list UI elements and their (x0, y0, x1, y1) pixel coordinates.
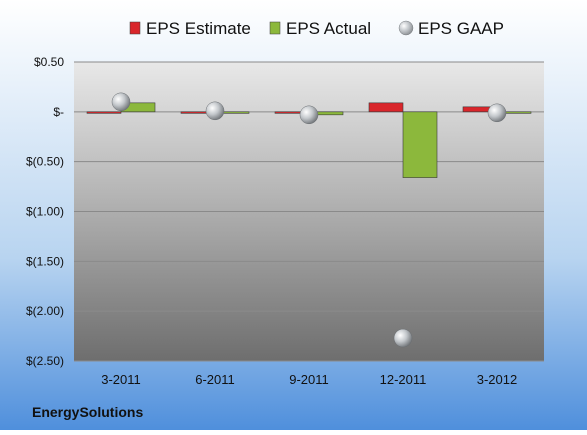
x-tick-label: 3-2011 (101, 372, 141, 387)
legend-swatch (398, 20, 414, 36)
legend-swatch (269, 21, 281, 35)
eps-estimate-bar (86, 111, 122, 114)
legend-label: EPS Actual (286, 19, 371, 38)
legend-swatch (129, 21, 141, 35)
eps-gaap-point (299, 105, 319, 125)
x-tick-label: 12-2011 (380, 372, 427, 387)
legend-label: EPS Estimate (146, 19, 251, 38)
y-tick-label: $(0.50) (26, 155, 64, 169)
x-tick-label: 9-2011 (289, 372, 329, 387)
x-tick-label: 6-2011 (195, 372, 235, 387)
y-tick-label: $(1.00) (26, 205, 64, 219)
eps-actual-bar (402, 111, 438, 178)
eps-gaap-point (111, 92, 131, 112)
gaap-points (111, 92, 507, 348)
eps-estimate-bar (368, 102, 404, 113)
y-tick-labels: $0.50 $- $(0.50) $(1.00) $(1.50) $(2.00) $(2.5… (26, 55, 64, 368)
company-name: EnergySolutions (32, 404, 143, 420)
y-tick-label: $- (53, 105, 64, 119)
y-tick-label: $(2.00) (26, 304, 64, 318)
eps-gaap-point (205, 101, 225, 121)
legend-label: EPS GAAP (418, 19, 504, 38)
bars (86, 102, 532, 178)
gridlines (74, 61, 544, 362)
x-tick-labels: 3-2011 6-2011 9-2011 12-2011 3-2012 (101, 372, 517, 387)
x-tick-label: 3-2012 (477, 372, 517, 387)
y-tick-label: $0.50 (34, 55, 64, 69)
legend: EPS Estimate EPS Actual EPS GAAP (129, 19, 504, 38)
y-tick-label: $(2.50) (26, 354, 64, 368)
y-tick-label: $(1.50) (26, 254, 64, 268)
eps-gaap-point (487, 103, 507, 123)
eps-gaap-point (393, 328, 413, 348)
